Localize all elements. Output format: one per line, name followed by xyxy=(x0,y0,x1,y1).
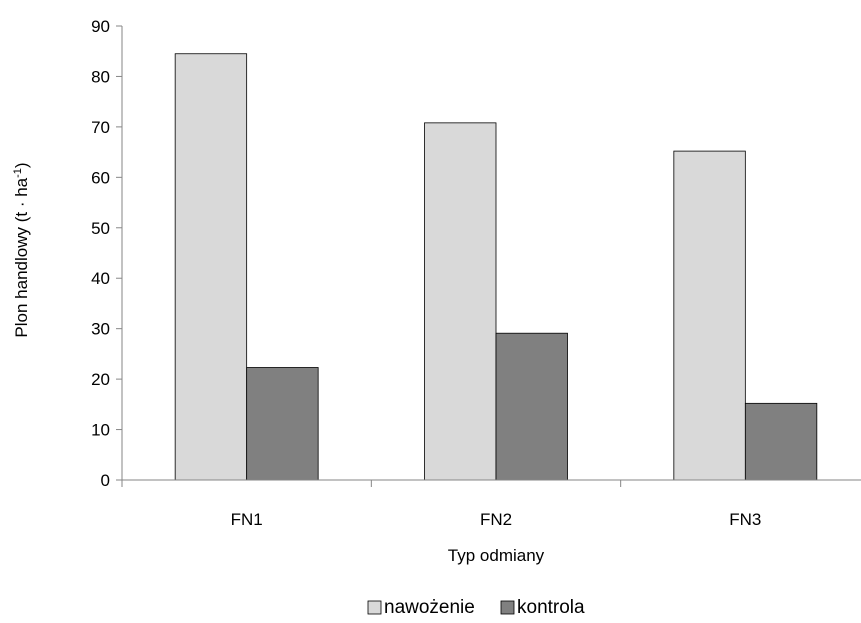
bar-nawozenie-fn1 xyxy=(174,53,248,481)
y-axis-title-superscript: -1 xyxy=(12,168,24,178)
legend-swatch-kontrola xyxy=(500,600,515,615)
x-tick-label-fn2: FN2 xyxy=(480,510,512,529)
bar-kontrola-fn3 xyxy=(744,402,818,481)
y-axis-title: Plon handlowy (t · ha-1) xyxy=(12,162,31,337)
y-tick-label: 20 xyxy=(91,370,110,389)
x-ticks: FN1 FN2 FN3 xyxy=(121,480,761,529)
legend-label-nawozenie: nawożenie xyxy=(384,597,475,618)
y-tick-label: 0 xyxy=(101,471,110,490)
legend: nawożenie kontrola xyxy=(367,597,585,618)
y-axis-title-end: ) xyxy=(12,162,31,168)
y-tick-label: 90 xyxy=(91,17,110,36)
legend-swatch-nawozenie xyxy=(367,600,382,615)
x-axis-title: Typ odmiany xyxy=(448,546,545,565)
y-tick-label: 70 xyxy=(91,118,110,137)
y-tick-label: 80 xyxy=(91,67,110,86)
bar-kontrola-fn1 xyxy=(246,367,319,481)
y-axis-title-main: Plon handlowy (t · ha xyxy=(12,177,31,337)
bar-kontrola-fn2 xyxy=(495,332,568,481)
y-tick-label: 40 xyxy=(91,269,110,288)
y-tick-label: 60 xyxy=(91,168,110,187)
bar-nawozenie-fn3 xyxy=(673,150,746,481)
y-tick-label: 50 xyxy=(91,219,110,238)
y-tick-label: 10 xyxy=(91,421,110,440)
bars-layer xyxy=(174,53,818,481)
legend-label-kontrola: kontrola xyxy=(517,597,585,618)
bar-nawozenie-fn2 xyxy=(424,122,497,481)
x-tick-label-fn3: FN3 xyxy=(729,510,761,529)
y-ticks: 0 10 20 30 40 50 60 70 80 90 xyxy=(91,17,122,490)
axes-layer xyxy=(121,26,861,481)
x-tick-label-fn1: FN1 xyxy=(231,510,263,529)
y-tick-label: 30 xyxy=(91,320,110,339)
